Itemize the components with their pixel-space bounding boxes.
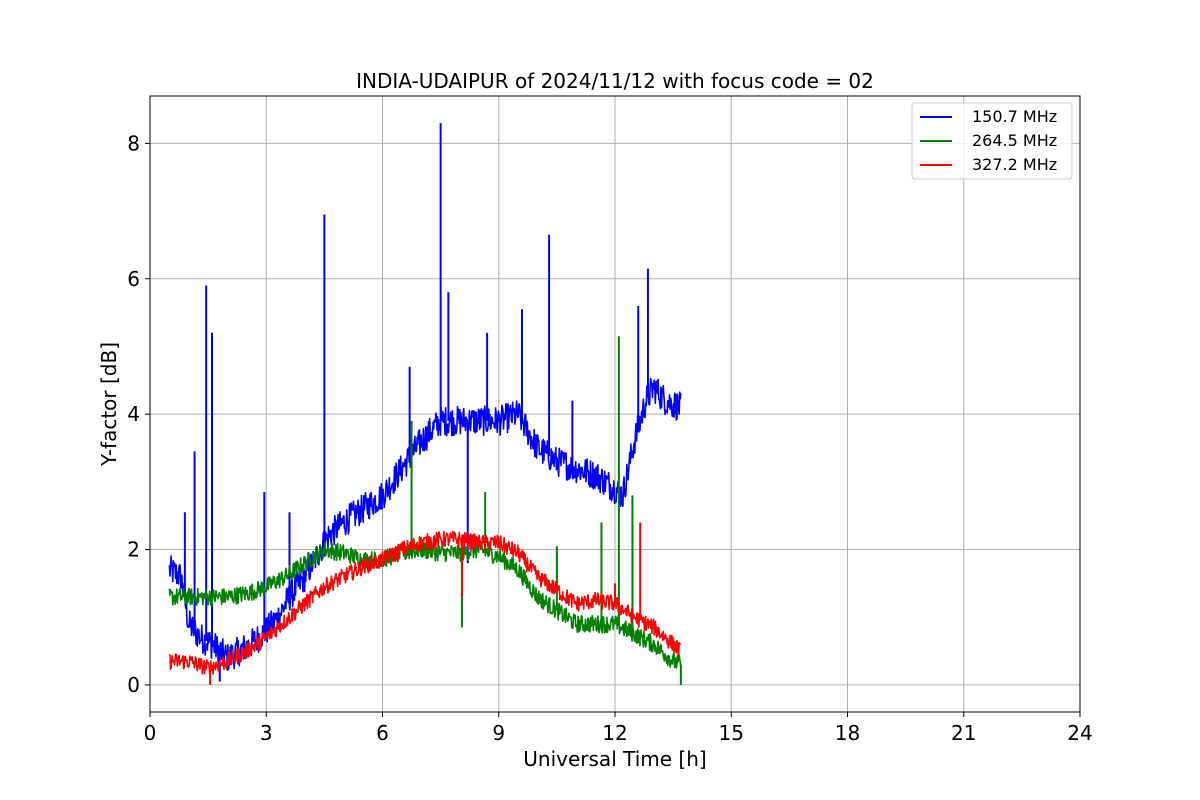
x-tick-label: 9: [492, 721, 505, 745]
series-line: [168, 377, 682, 671]
legend: 150.7 MHz 264.5 MHz 327.2 MHz: [911, 102, 1073, 180]
y-tick-label: 2: [127, 538, 140, 562]
x-axis-label: Universal Time [h]: [523, 747, 706, 771]
series-line: [168, 540, 682, 669]
y-axis: 0 2 4 6 8: [127, 131, 150, 697]
chart-title: INDIA-UDAIPUR of 2024/11/12 with focus c…: [356, 69, 874, 93]
series-layer: [168, 123, 682, 685]
y-tick-label: 0: [127, 673, 140, 697]
legend-label-264: 264.5 MHz: [972, 131, 1057, 150]
y-axis-label: Y-factor [dB]: [97, 342, 121, 467]
x-tick-label: 12: [602, 721, 627, 745]
x-axis: 0 3 6 9 12 15 18 21 24: [144, 712, 1093, 745]
x-tick-label: 3: [260, 721, 273, 745]
x-tick-label: 0: [144, 721, 157, 745]
series-264-5-mhz: [168, 336, 682, 685]
x-tick-label: 24: [1067, 721, 1092, 745]
x-tick-label: 21: [951, 721, 976, 745]
x-tick-label: 18: [835, 721, 860, 745]
legend-label-327: 327.2 MHz: [972, 155, 1057, 174]
series-327-2-mhz: [168, 522, 682, 685]
y-tick-label: 8: [127, 131, 140, 155]
series-150-7-mhz: [168, 123, 682, 682]
legend-label-150: 150.7 MHz: [972, 107, 1057, 126]
y-tick-label: 6: [127, 267, 140, 291]
x-tick-label: 6: [376, 721, 389, 745]
series-line: [168, 530, 682, 676]
y-tick-label: 4: [127, 402, 140, 426]
x-tick-label: 15: [719, 721, 744, 745]
legend-box: [911, 102, 1073, 180]
